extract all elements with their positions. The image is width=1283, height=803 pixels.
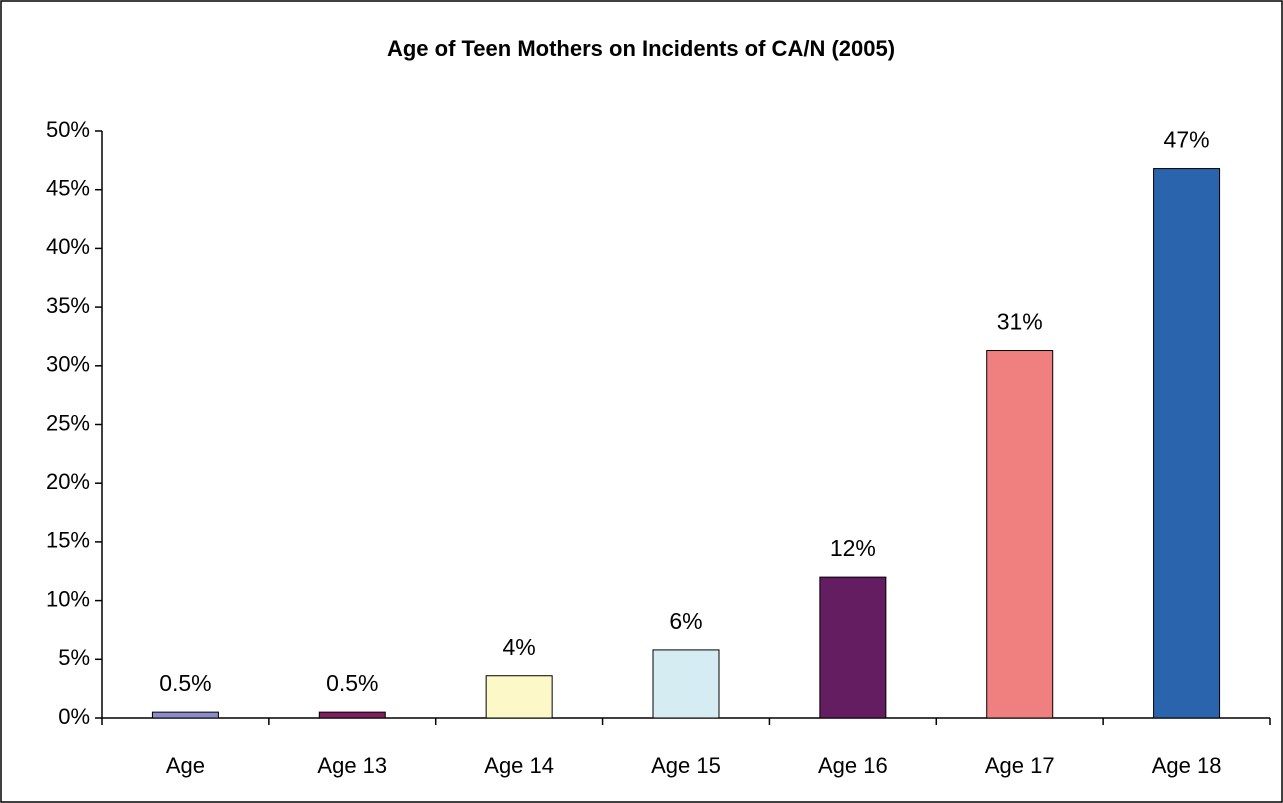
value-label: 4%	[503, 634, 536, 660]
x-tick-label: Age 18	[1152, 753, 1222, 778]
y-tick-label: 45%	[46, 176, 90, 201]
bar	[318, 711, 386, 719]
x-tick-label: Age 14	[484, 753, 554, 778]
value-label: 0.5%	[326, 670, 378, 696]
value-label: 47%	[1164, 127, 1210, 153]
bar	[652, 649, 720, 719]
y-tick-label: 25%	[46, 410, 90, 435]
y-tick-label: 35%	[46, 293, 90, 318]
value-label: 12%	[830, 535, 876, 561]
x-tick-label: Age 17	[985, 753, 1055, 778]
bar	[151, 711, 219, 719]
y-tick-label: 10%	[46, 586, 90, 611]
bar	[986, 350, 1054, 719]
y-tick-label: 50%	[46, 117, 90, 142]
bar	[1153, 168, 1221, 719]
y-tick-label: 40%	[46, 234, 90, 259]
value-label: 31%	[997, 309, 1043, 335]
bar	[485, 675, 553, 719]
y-tick-label: 0%	[58, 704, 90, 729]
x-tick-label: Age 13	[317, 753, 387, 778]
y-tick-label: 20%	[46, 469, 90, 494]
y-tick-label: 15%	[46, 528, 90, 553]
y-tick-label: 5%	[58, 645, 90, 670]
y-tick-label: 30%	[46, 352, 90, 377]
x-tick-label: Age 16	[818, 753, 888, 778]
chart-title: Age of Teen Mothers on Incidents of CA/N…	[387, 36, 895, 61]
bar	[819, 576, 887, 719]
value-label: 0.5%	[159, 670, 211, 696]
x-tick-label: Age	[166, 753, 205, 778]
x-tick-label: Age 15	[651, 753, 721, 778]
value-label: 6%	[669, 608, 702, 634]
